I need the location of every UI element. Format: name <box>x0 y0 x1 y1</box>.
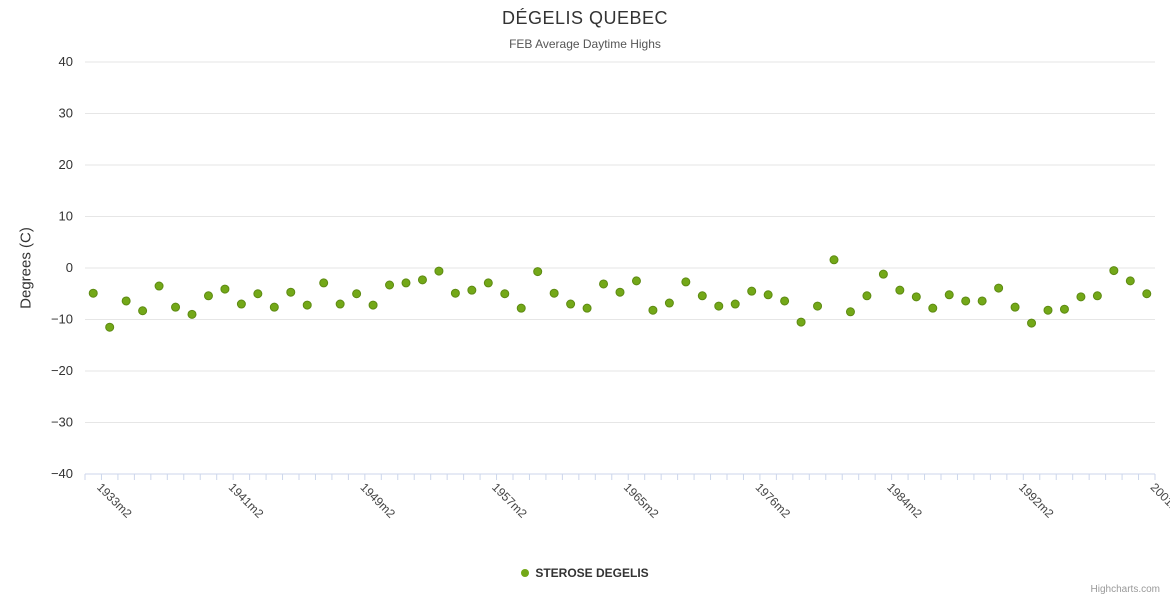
data-point[interactable] <box>615 287 625 297</box>
data-point[interactable] <box>434 266 444 276</box>
data-point[interactable] <box>401 278 411 288</box>
data-point[interactable] <box>813 301 823 311</box>
data-point[interactable] <box>1059 304 1069 314</box>
data-point[interactable] <box>319 278 329 288</box>
y-axis-label: 40 <box>59 54 73 69</box>
x-axis-label: 1992m2 <box>1016 480 1057 521</box>
data-point[interactable] <box>154 281 164 291</box>
data-point[interactable] <box>253 289 263 299</box>
credits-link[interactable]: Highcharts.com <box>1090 584 1160 595</box>
data-point[interactable] <box>1125 276 1135 286</box>
data-point[interactable] <box>977 296 987 306</box>
data-point[interactable] <box>286 287 296 297</box>
data-point[interactable] <box>895 285 905 295</box>
data-point[interactable] <box>730 299 740 309</box>
data-point[interactable] <box>1027 318 1037 328</box>
data-point[interactable] <box>631 276 641 286</box>
data-point[interactable] <box>302 300 312 310</box>
data-point[interactable] <box>549 288 559 298</box>
y-axis-title: Degrees (C) <box>17 227 35 309</box>
y-axis-label: −10 <box>51 312 73 327</box>
x-axis-label: 1949m2 <box>357 480 398 521</box>
data-point[interactable] <box>862 291 872 301</box>
data-point[interactable] <box>994 283 1004 293</box>
data-point[interactable] <box>845 307 855 317</box>
x-axis-label: 1965m2 <box>621 480 662 521</box>
data-point[interactable] <box>187 309 197 319</box>
data-point[interactable] <box>533 267 543 277</box>
legend-label: STEROSE DEGELIS <box>535 566 649 580</box>
data-point[interactable] <box>121 296 131 306</box>
data-point[interactable] <box>961 296 971 306</box>
y-axis-label: −40 <box>51 466 73 481</box>
data-point[interactable] <box>88 288 98 298</box>
data-point[interactable] <box>368 300 378 310</box>
data-point[interactable] <box>599 279 609 289</box>
data-point[interactable] <box>582 303 592 313</box>
data-point[interactable] <box>1142 289 1152 299</box>
data-point[interactable] <box>566 299 576 309</box>
data-point[interactable] <box>911 292 921 302</box>
x-axis-label: 1957m2 <box>489 480 530 521</box>
data-point[interactable] <box>780 296 790 306</box>
data-point[interactable] <box>483 278 493 288</box>
data-point[interactable] <box>714 301 724 311</box>
y-axis-label: −30 <box>51 415 73 430</box>
data-point[interactable] <box>681 277 691 287</box>
data-point[interactable] <box>335 299 345 309</box>
data-point[interactable] <box>352 289 362 299</box>
data-point[interactable] <box>385 280 395 290</box>
x-axis-label: 1984m2 <box>884 480 925 521</box>
data-point[interactable] <box>138 306 148 316</box>
data-point[interactable] <box>1043 305 1053 315</box>
data-point[interactable] <box>417 275 427 285</box>
data-point[interactable] <box>796 317 806 327</box>
data-point[interactable] <box>450 288 460 298</box>
x-axis-label: 2001m2 <box>1148 480 1170 521</box>
legend-marker-icon <box>521 569 530 577</box>
data-point[interactable] <box>500 289 510 299</box>
chart-subtitle: FEB Average Daytime Highs <box>509 37 661 51</box>
data-point[interactable] <box>269 302 279 312</box>
data-point[interactable] <box>467 285 477 295</box>
data-point[interactable] <box>829 255 839 265</box>
data-point[interactable] <box>944 290 954 300</box>
data-point[interactable] <box>171 302 181 312</box>
data-point[interactable] <box>697 291 707 301</box>
y-axis-label: 10 <box>59 209 73 224</box>
data-point[interactable] <box>763 290 773 300</box>
x-axis-label: 1933m2 <box>94 480 135 521</box>
data-point[interactable] <box>236 299 246 309</box>
data-point[interactable] <box>648 305 658 315</box>
data-point[interactable] <box>203 291 213 301</box>
x-axis-label: 1941m2 <box>226 480 267 521</box>
chart-title: DÉGELIS QUEBEC <box>501 8 669 28</box>
data-point[interactable] <box>220 284 230 294</box>
data-point[interactable] <box>1076 292 1086 302</box>
y-axis-label: −20 <box>51 363 73 378</box>
data-point[interactable] <box>1109 266 1119 276</box>
x-axis-label: 1976m2 <box>753 480 794 521</box>
y-axis-label: 30 <box>59 106 73 121</box>
data-point[interactable] <box>1010 302 1020 312</box>
y-axis-label: 20 <box>59 157 73 172</box>
data-point[interactable] <box>928 303 938 313</box>
data-point[interactable] <box>747 286 757 296</box>
data-point[interactable] <box>1092 291 1102 301</box>
data-point[interactable] <box>878 269 888 279</box>
data-point[interactable] <box>516 303 526 313</box>
y-axis-label: 0 <box>66 260 73 275</box>
data-point[interactable] <box>664 298 674 308</box>
data-point[interactable] <box>105 322 115 332</box>
legend-item[interactable]: STEROSE DEGELIS <box>0 566 1170 580</box>
